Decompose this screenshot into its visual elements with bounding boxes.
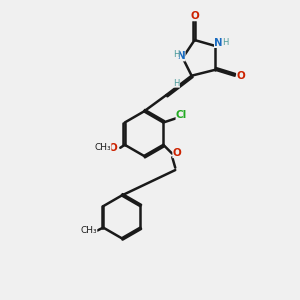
Text: O: O xyxy=(109,143,117,153)
Text: H: H xyxy=(174,79,180,88)
Text: O: O xyxy=(172,148,181,158)
Text: H: H xyxy=(173,50,179,59)
Text: Cl: Cl xyxy=(176,110,187,120)
Text: O: O xyxy=(236,71,245,81)
Text: O: O xyxy=(190,11,199,21)
Text: N: N xyxy=(177,51,186,62)
Text: CH₃: CH₃ xyxy=(81,226,97,235)
Text: CH₃: CH₃ xyxy=(95,143,111,152)
Text: N: N xyxy=(214,38,223,48)
Text: H: H xyxy=(222,38,228,47)
